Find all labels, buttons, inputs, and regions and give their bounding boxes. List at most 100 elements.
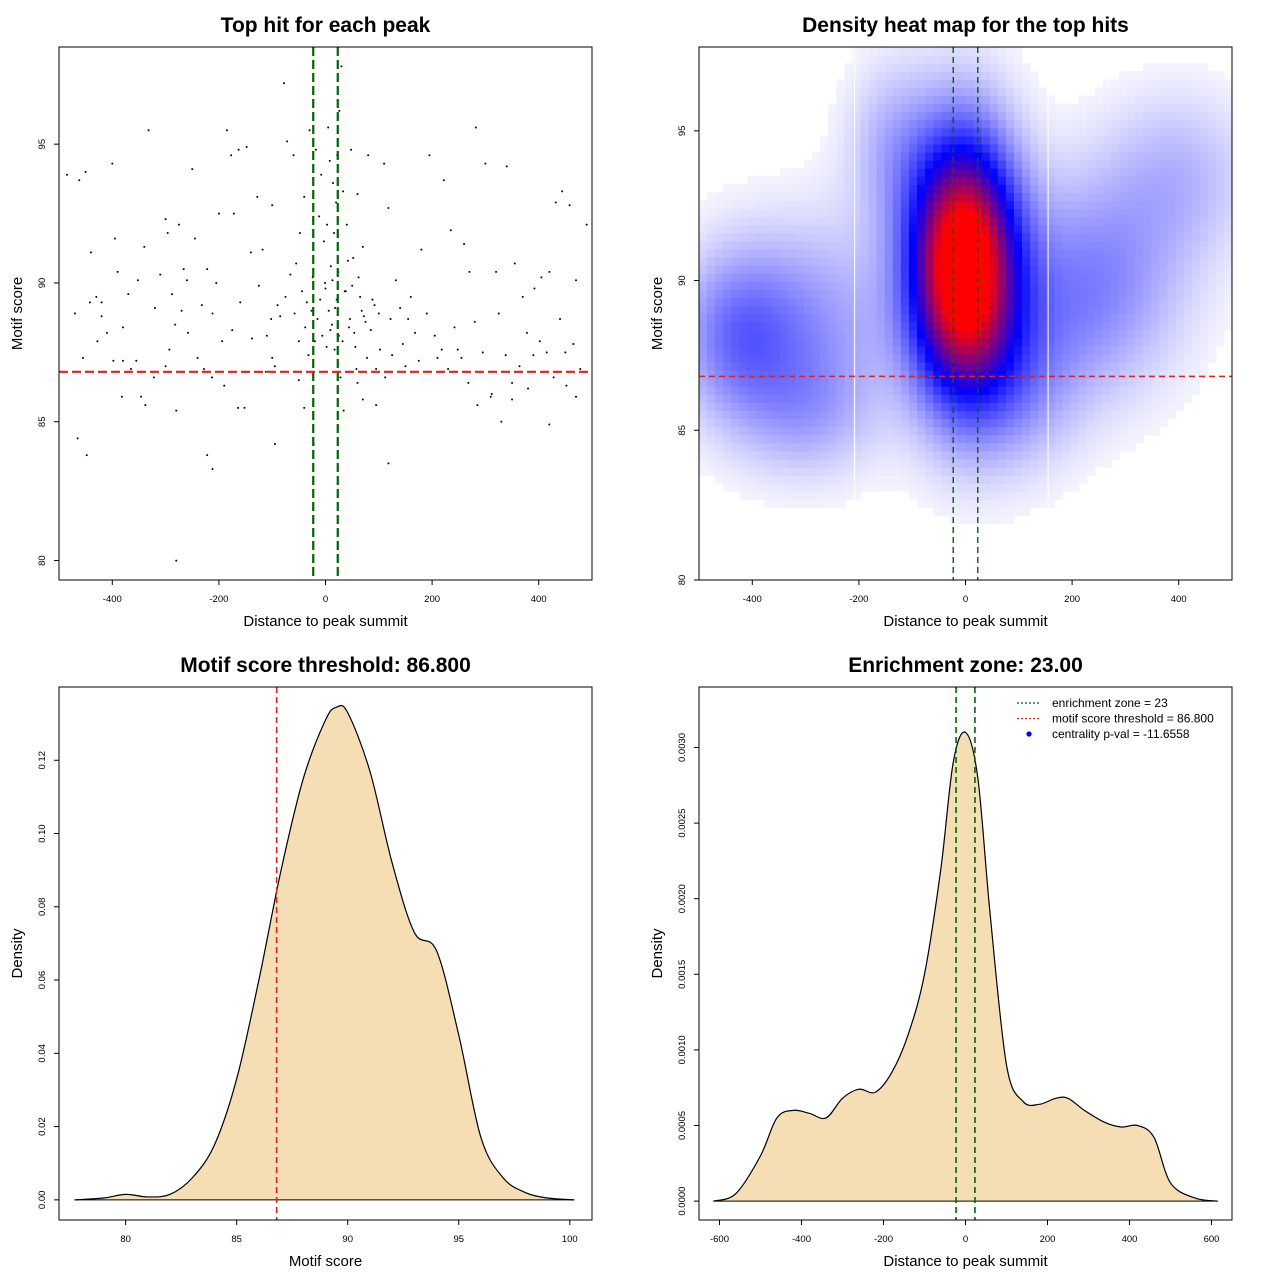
heatmap-cell — [908, 458, 918, 468]
heatmap-cell — [1062, 224, 1072, 234]
heatmap-cell — [1038, 491, 1047, 500]
heatmap-cell — [1030, 345, 1039, 355]
heatmap-cell — [1022, 402, 1031, 412]
heatmap-cell — [755, 265, 765, 274]
heatmap-cell — [876, 394, 886, 403]
heatmap-cell — [1159, 370, 1168, 379]
heatmap-cell — [989, 200, 999, 210]
heatmap-cell — [1030, 402, 1039, 412]
heatmap-cell — [715, 475, 724, 484]
heatmap-cell — [860, 321, 870, 331]
heatmap-cell — [771, 475, 781, 484]
heatmap-cell — [1094, 434, 1104, 444]
heatmap-cell — [1038, 160, 1047, 169]
heatmap-cell — [1183, 281, 1193, 290]
heatmap-cell — [1199, 176, 1209, 185]
heatmap-cell — [1127, 256, 1136, 266]
heatmap-cell — [795, 483, 805, 492]
heatmap-cell — [1022, 305, 1031, 315]
heatmap-cell — [1086, 305, 1096, 315]
heatmap-cell — [957, 402, 967, 412]
heatmap-cell — [941, 143, 950, 153]
heatmap-cell — [755, 418, 765, 428]
heatmap-cell — [1159, 321, 1168, 331]
heatmap-cell — [812, 337, 821, 347]
heatmap-cell — [1127, 111, 1136, 121]
data-point — [425, 312, 428, 315]
heatmap-cell — [1183, 95, 1193, 105]
heatmap-cell — [1005, 200, 1015, 210]
heatmap-cell — [1013, 337, 1023, 347]
heatmap-cell — [941, 361, 950, 371]
heatmap-cell — [836, 297, 845, 307]
heatmap-cell — [795, 499, 805, 508]
data-point — [298, 231, 301, 234]
data-point — [378, 348, 381, 351]
heatmap-cell — [973, 119, 983, 129]
heatmap-cell — [1094, 426, 1104, 436]
heatmap-cell — [981, 256, 991, 266]
heatmap-cell — [1159, 353, 1168, 363]
heatmap-cell — [1038, 200, 1047, 210]
heatmap-cell — [1094, 305, 1104, 315]
heatmap-cell — [917, 386, 926, 395]
heatmap-cell — [1038, 95, 1047, 105]
heatmap-cell — [989, 329, 999, 339]
heatmap-cell — [917, 313, 926, 323]
data-point — [545, 351, 548, 354]
heatmap-cell — [1078, 313, 1088, 323]
heatmap-cell — [1022, 192, 1031, 202]
heatmap-cell — [941, 289, 950, 298]
heatmap-cell — [1005, 168, 1015, 177]
heatmap-cell — [965, 297, 975, 307]
heatmap-cell — [771, 378, 781, 387]
heatmap-cell — [981, 232, 991, 242]
heatmap-cell — [1127, 87, 1136, 97]
heatmap-cell — [957, 361, 967, 371]
heatmap-cell — [1135, 224, 1144, 234]
heatmap-cell — [981, 55, 991, 64]
heatmap-cells — [699, 47, 1232, 580]
heatmap-cell — [933, 47, 942, 56]
heatmap-cell — [1094, 418, 1104, 428]
heatmap-cell — [876, 361, 886, 371]
heatmap-cell — [1054, 135, 1064, 145]
heatmap-cell — [876, 103, 886, 113]
heatmap-cell — [739, 200, 749, 210]
heatmap-cell — [949, 361, 959, 371]
heatmap-cell — [1183, 224, 1193, 234]
heatmap-cell — [1199, 192, 1209, 202]
heatmap-cell — [876, 378, 886, 387]
heatmap-cell — [699, 345, 708, 355]
heatmap-cell — [1062, 466, 1072, 476]
heatmap-cell — [739, 418, 749, 428]
heatmap-cell — [836, 127, 845, 137]
heatmap-cell — [1199, 224, 1209, 234]
heatmap-cell — [803, 200, 813, 210]
heatmap-cell — [1030, 458, 1039, 468]
heatmap-cell — [1151, 313, 1160, 323]
heatmap-cell — [1159, 79, 1168, 88]
heatmap-cell — [933, 394, 942, 403]
heatmap-cell — [1038, 378, 1047, 387]
heatmap-cell — [795, 370, 805, 379]
heatmap-cell — [1183, 265, 1193, 274]
heatmap-cell — [1118, 402, 1128, 412]
heatmap-cell — [723, 216, 732, 226]
heatmap-cell — [755, 402, 765, 412]
heatmap-cell — [1086, 208, 1096, 218]
heatmap-cell — [836, 95, 845, 105]
heatmap-cell — [1191, 151, 1201, 161]
heatmap-cell — [925, 475, 934, 484]
heatmap-cell — [860, 466, 870, 476]
heatmap-cell — [1167, 361, 1177, 371]
heatmap-cell — [860, 305, 870, 315]
heatmap-cell — [1054, 208, 1064, 218]
heatmap-cell — [1135, 111, 1144, 121]
data-point — [182, 268, 185, 271]
heatmap-cell — [1086, 329, 1096, 339]
heatmap-cell — [747, 313, 757, 323]
data-point — [568, 204, 571, 207]
heatmap-cell — [820, 176, 829, 185]
heatmap-cell — [1038, 297, 1047, 307]
